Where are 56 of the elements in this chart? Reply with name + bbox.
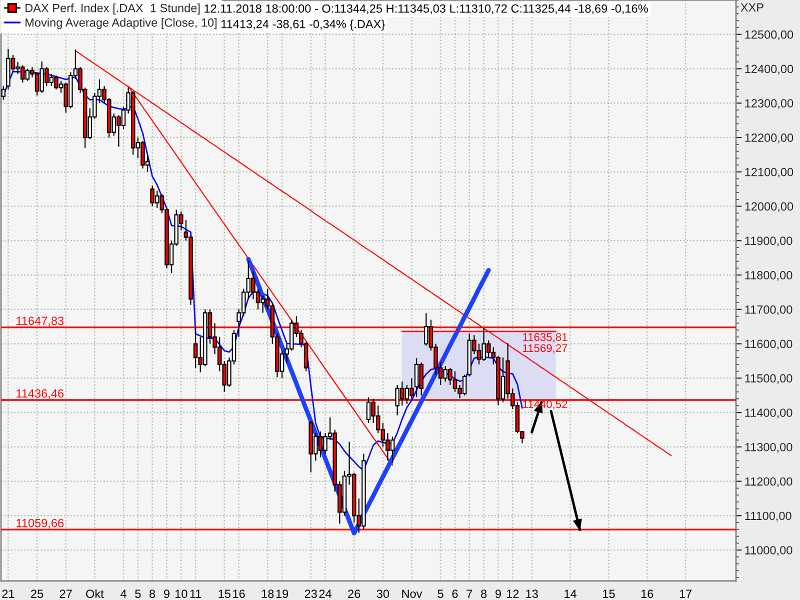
x-tick-label: 16	[233, 590, 245, 598]
y-tick-label: 11100,00	[745, 512, 792, 522]
x-tick-label: 16	[641, 590, 654, 598]
y-tick-label: 12500,00	[745, 30, 794, 40]
x-tick-label: 11	[190, 590, 202, 598]
legend-label: DAX Perf. Index [.DAX 1 Stunde]	[26, 4, 200, 15]
ref-line-label: 11647,83	[16, 316, 64, 326]
x-tick-label: 24	[319, 590, 332, 598]
x-tick-label: 21	[2, 590, 14, 598]
x-tick-label: 26	[348, 590, 360, 598]
y-tick-label: 12200,00	[745, 134, 794, 144]
x-tick-label: 30	[376, 590, 390, 598]
y-tick-label: 11400,00	[745, 408, 792, 418]
x-tick-label: 9	[164, 590, 170, 598]
x-tick-label: 27	[60, 590, 72, 598]
x-tick-label: 5	[438, 590, 444, 598]
ref-line-label: 11059,66	[16, 518, 64, 529]
y-tick-label: 11600,00	[745, 340, 792, 350]
x-tick-label: 19	[276, 590, 288, 598]
y-tick-label: 12400,00	[745, 64, 794, 75]
x-tick-label: Okt	[86, 589, 104, 598]
legend-label: Moving Average Adaptive [Close, 10]	[26, 18, 217, 30]
x-tick-label: 23	[304, 590, 317, 598]
x-tick-label: 6	[452, 590, 458, 598]
y-tick-label: 11900,00	[745, 236, 792, 246]
y-tick-label: 11300,00	[745, 442, 792, 453]
x-tick-label: 8	[150, 590, 156, 598]
y-tick-label: 11700,00	[745, 305, 792, 316]
x-tick-label: 5	[135, 590, 141, 598]
annotation: 11569,27	[523, 344, 568, 354]
y-tick-label: 12000,00	[745, 202, 794, 212]
x-tick-label: Nov	[402, 590, 422, 598]
x-tick-label: 4	[120, 590, 126, 598]
y-axis-title: XXP	[740, 3, 764, 12]
x-tick-label: 15	[218, 590, 230, 598]
x-tick-label: 25	[31, 590, 44, 598]
x-tick-label: 12	[506, 590, 519, 598]
x-tick-label: 8	[481, 590, 487, 598]
y-tick-label: 11200,00	[745, 477, 792, 488]
y-tick-label: 11500,00	[745, 374, 792, 384]
x-tick-label: 15	[603, 590, 615, 598]
x-tick-label: 13	[526, 590, 538, 598]
x-tick-label: 10	[175, 590, 188, 598]
x-tick-label: 9	[495, 590, 501, 598]
annotation: 11635,81	[523, 333, 568, 342]
annotation: 12.11.2018 18:00:00 - O:11344,25 H:11345,03 L:11310,72 C:11325,44 -18,69 -0,16%	[204, 4, 648, 14]
y-tick-label: 12300,00	[745, 99, 794, 109]
y-tick-label: 12100,00	[745, 168, 794, 178]
x-tick-label: 18	[262, 590, 274, 598]
x-tick-label: 14	[564, 590, 576, 598]
x-tick-label: 7	[466, 590, 472, 598]
ref-line-label: 11436,46	[16, 389, 64, 400]
y-tick-label: 11800,00	[745, 271, 792, 281]
x-tick-label: 17	[680, 590, 692, 598]
y-tick-label: 11000,00	[745, 546, 792, 556]
annotation: 11413,24 -38,61 -0,34% {.DAX}	[222, 20, 385, 31]
